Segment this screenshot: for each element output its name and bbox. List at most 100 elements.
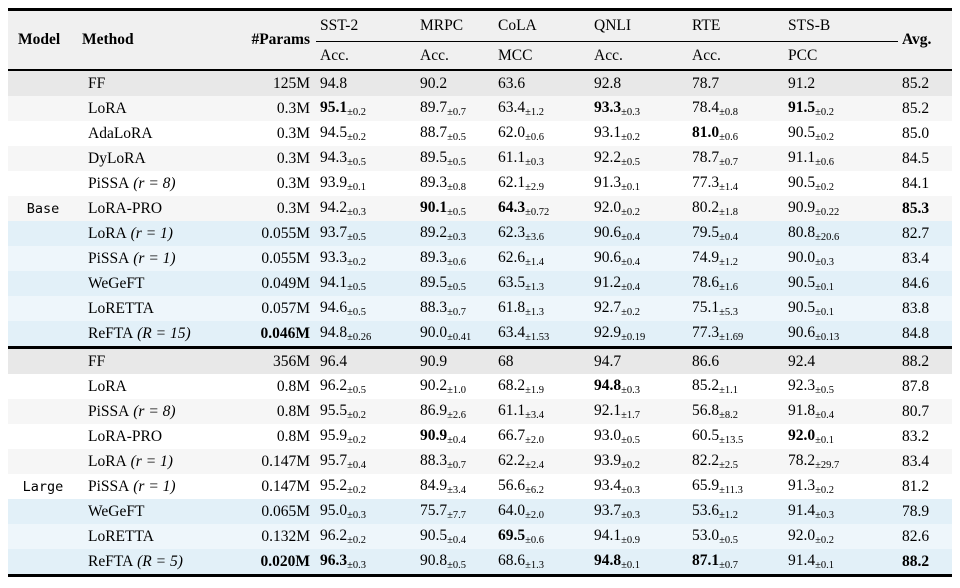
- score-cell-qnli: 92.1±1.7: [590, 399, 688, 424]
- score-value: 90.2: [420, 74, 448, 92]
- avg-cell: 83.2: [902, 427, 930, 445]
- score-cell-stsb: 80.8±20.6: [784, 221, 898, 246]
- score-cell-qnli: 94.1±0.9: [590, 524, 688, 549]
- metric-header-cola: MCC: [494, 41, 590, 71]
- score-value: 93.1: [594, 124, 622, 141]
- score-stddev: ±1.69: [719, 332, 744, 343]
- score-value: 90.5: [788, 274, 816, 291]
- params-cell: 0.147M: [261, 477, 310, 495]
- score-cell-cola: 62.6±1.4: [494, 246, 590, 271]
- score-cell-sst2: 94.8: [316, 70, 416, 96]
- score-stddev: ±13.5: [719, 435, 744, 446]
- score-value: 92.7: [594, 299, 622, 316]
- score-stddev: ±0.4: [447, 435, 467, 446]
- avg-cell: 78.9: [902, 502, 930, 520]
- avg-cell: 83.4: [902, 452, 930, 470]
- score-cell-mrpc: 89.3±0.6: [416, 246, 494, 271]
- score-cell-stsb: 91.3±0.2: [784, 474, 898, 499]
- model-cell: [8, 549, 78, 576]
- method-name: LoRETTA: [88, 527, 154, 545]
- score-value: 64.3: [498, 199, 526, 216]
- method-cell: PiSSA (r = 8): [78, 171, 240, 196]
- table-row: PiSSA (r = 8) 0.8M 95.5±0.2 86.9±2.6 61.1±3.…: [8, 399, 952, 424]
- score-value: 90.5: [788, 124, 816, 141]
- params-cell: 0.8M: [276, 402, 310, 420]
- score-value: 90.6: [594, 249, 622, 266]
- score-stddev: ±0.3: [621, 510, 641, 521]
- method-name: LoRA-PRO: [88, 199, 163, 217]
- score-stddev: ±1.9: [525, 385, 545, 396]
- score-value: 89.3: [420, 174, 448, 191]
- model-cell: [8, 348, 78, 375]
- score-stddev: ±0.6: [525, 132, 545, 143]
- score-cell-cola: 61.8±1.3: [494, 296, 590, 321]
- score-value: 53.6: [692, 502, 720, 519]
- score-stddev: ±0.3: [347, 510, 367, 521]
- column-header-params: #Params: [240, 9, 316, 71]
- score-value: 92.0: [594, 199, 622, 216]
- score-value: 61.8: [498, 299, 526, 316]
- score-stddev: ±0.5: [447, 132, 467, 143]
- score-cell-mrpc: 88.3±0.7: [416, 296, 494, 321]
- score-cell-rte: 77.3±1.4: [688, 171, 784, 196]
- score-stddev: ±0.5: [719, 535, 739, 546]
- score-value: 87.1: [692, 552, 720, 569]
- column-header-sst2: SST-2: [316, 9, 416, 42]
- score-value: 92.8: [594, 74, 622, 92]
- score-stddev: ±0.2: [347, 435, 367, 446]
- score-stddev: ±1.2: [719, 510, 739, 521]
- model-cell: [8, 221, 78, 246]
- score-cell-sst2: 94.8±0.26: [316, 321, 416, 348]
- method-name: AdaLoRA: [88, 124, 153, 142]
- params-cell: 0.8M: [276, 427, 310, 445]
- score-value: 63.6: [498, 74, 526, 92]
- table-row: LoRA 0.3M 95.1±0.2 89.7±0.7 63.4±1.2 93.3±0.3…: [8, 96, 952, 121]
- score-stddev: ±0.4: [447, 535, 467, 546]
- score-stddev: ±0.5: [347, 282, 367, 293]
- avg-cell: 84.5: [902, 149, 930, 167]
- model-label: Base: [26, 200, 60, 217]
- score-stddev: ±0.7: [447, 107, 467, 118]
- method-math-suffix: (r = 1): [126, 224, 173, 242]
- table-row: ReFTA (R = 5) 0.020M 96.3±0.3 90.8±0.5 68.6±…: [8, 549, 952, 576]
- score-value: 91.4: [788, 552, 816, 569]
- score-value: 96.2: [320, 527, 348, 544]
- score-cell-qnli: 94.8±0.1: [590, 549, 688, 576]
- score-value: 90.6: [594, 224, 622, 241]
- score-stddev: ±0.5: [447, 282, 467, 293]
- score-cell-rte: 53.6±1.2: [688, 499, 784, 524]
- avg-cell: 88.2: [902, 352, 930, 370]
- score-stddev: ±0.2: [621, 207, 641, 218]
- score-value: 90.9: [788, 199, 816, 216]
- score-value: 89.3: [420, 249, 448, 266]
- score-cell-rte: 78.4±0.8: [688, 96, 784, 121]
- score-value: 96.4: [320, 352, 348, 370]
- score-stddev: ±1.1: [719, 385, 739, 396]
- score-stddev: ±6.2: [525, 485, 545, 496]
- score-value: 91.3: [594, 174, 622, 191]
- score-stddev: ±0.5: [447, 207, 467, 218]
- model-cell: [8, 121, 78, 146]
- score-cell-stsb: 92.0±0.2: [784, 524, 898, 549]
- score-value: 62.1: [498, 174, 526, 191]
- score-cell-mrpc: 75.7±7.7: [416, 499, 494, 524]
- score-value: 90.2: [420, 377, 448, 394]
- score-value: 63.4: [498, 99, 526, 116]
- score-value: 74.9: [692, 249, 720, 266]
- score-value: 91.1: [788, 149, 816, 166]
- score-stddev: ±0.4: [719, 232, 739, 243]
- params-cell: 0.046M: [260, 324, 310, 342]
- method-cell: PiSSA (r = 8): [78, 399, 240, 424]
- score-value: 94.8: [320, 74, 348, 92]
- score-stddev: ±0.2: [815, 132, 835, 143]
- method-cell: LoRA: [78, 96, 240, 121]
- score-stddev: ±0.2: [347, 410, 367, 421]
- score-cell-mrpc: 89.3±0.8: [416, 171, 494, 196]
- method-cell: DyLoRA: [78, 146, 240, 171]
- score-stddev: ±7.7: [447, 510, 467, 521]
- score-value: 91.5: [788, 99, 816, 116]
- score-cell-cola: 61.1±0.3: [494, 146, 590, 171]
- score-value: 94.3: [320, 149, 348, 166]
- score-value: 95.2: [320, 477, 348, 494]
